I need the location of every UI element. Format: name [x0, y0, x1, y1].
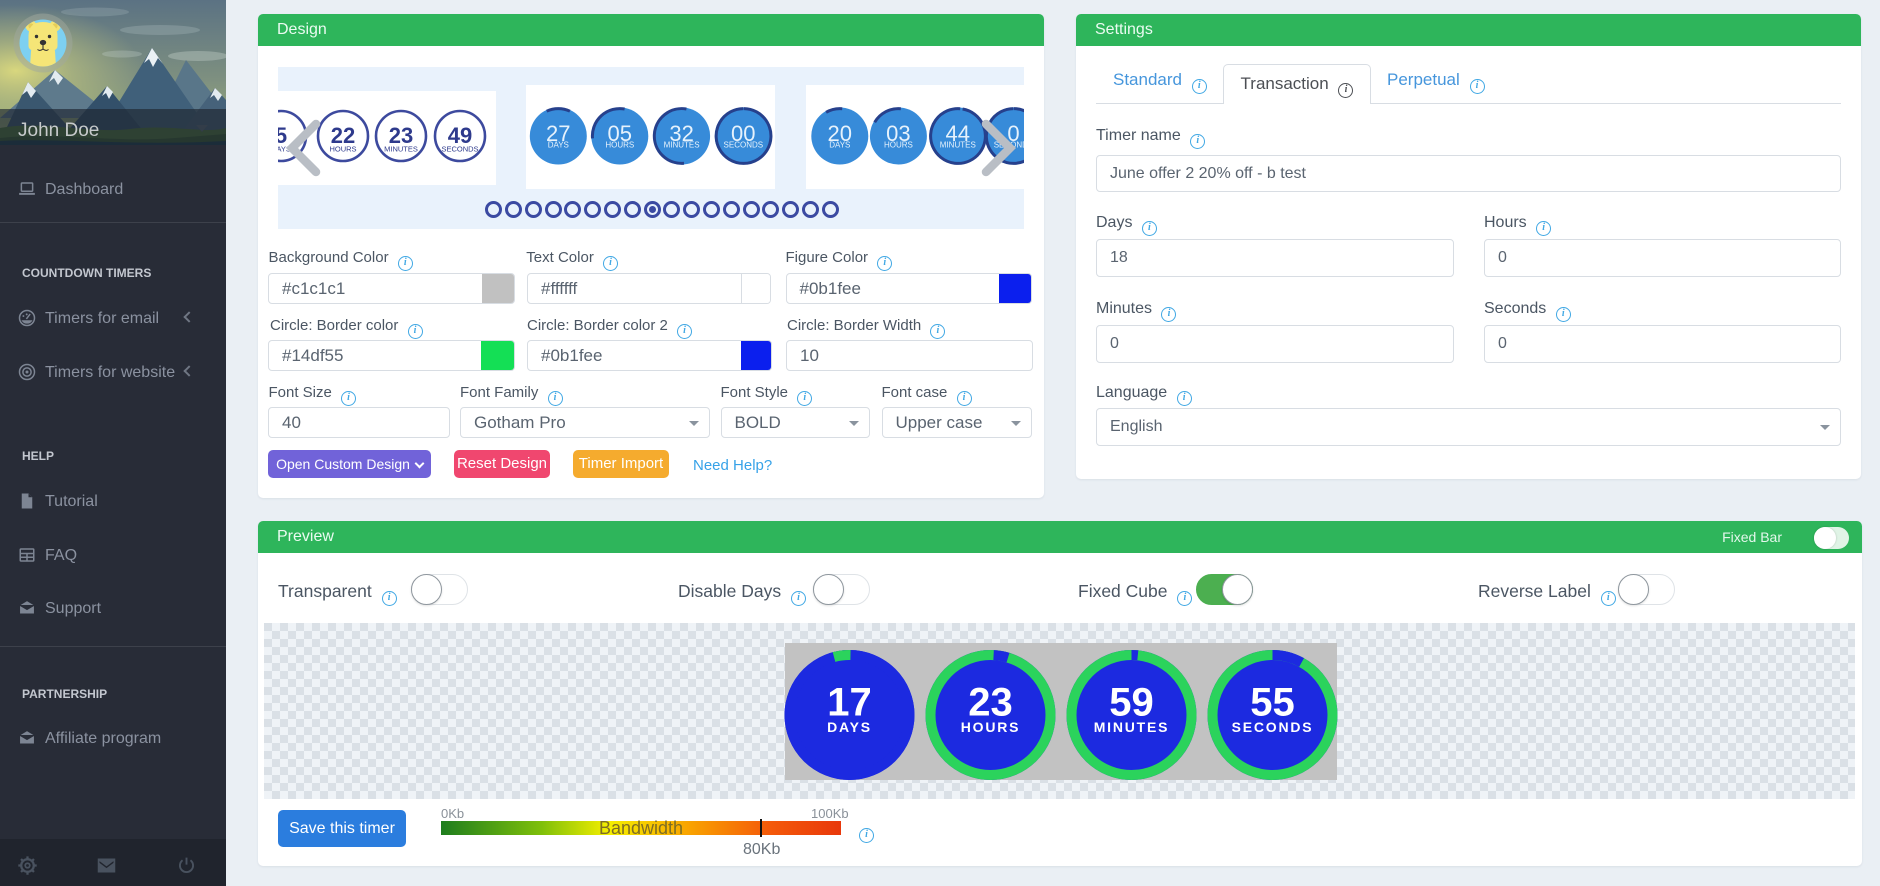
- svg-text:SECONDS: SECONDS: [1232, 719, 1314, 735]
- svg-text:SECONDS: SECONDS: [724, 141, 764, 150]
- svg-text:5: 5: [278, 123, 287, 148]
- svg-text:27: 27: [546, 121, 570, 146]
- svg-text:59: 59: [1109, 681, 1154, 725]
- svg-text:05: 05: [608, 121, 632, 146]
- svg-text:HOURS: HOURS: [961, 719, 1021, 735]
- svg-text:44: 44: [946, 121, 970, 146]
- svg-text:MINUTES: MINUTES: [940, 141, 976, 150]
- svg-text:23: 23: [968, 681, 1013, 725]
- svg-text:DAYS: DAYS: [829, 141, 850, 150]
- svg-text:SECONDS: SECONDS: [441, 145, 478, 154]
- svg-text:32: 32: [669, 121, 693, 146]
- svg-text:HOURS: HOURS: [329, 145, 356, 154]
- svg-text:55: 55: [1250, 681, 1295, 725]
- svg-text:DAYS: DAYS: [548, 141, 569, 150]
- svg-text:20: 20: [828, 121, 852, 146]
- svg-text:23: 23: [389, 123, 413, 148]
- svg-text:DAYS: DAYS: [278, 145, 291, 154]
- svg-text:49: 49: [448, 123, 472, 148]
- svg-text:03: 03: [886, 121, 910, 146]
- svg-text:MINUTES: MINUTES: [664, 141, 700, 150]
- svg-text:DAYS: DAYS: [827, 719, 872, 735]
- svg-text:0: 0: [1007, 121, 1019, 146]
- svg-text:MINUTES: MINUTES: [1094, 719, 1170, 735]
- svg-text:MINUTES: MINUTES: [384, 145, 418, 154]
- svg-text:22: 22: [331, 123, 355, 148]
- svg-text:00: 00: [731, 121, 755, 146]
- svg-text:HOURS: HOURS: [605, 141, 634, 150]
- svg-text:HOURS: HOURS: [884, 141, 913, 150]
- svg-text:17: 17: [827, 681, 872, 725]
